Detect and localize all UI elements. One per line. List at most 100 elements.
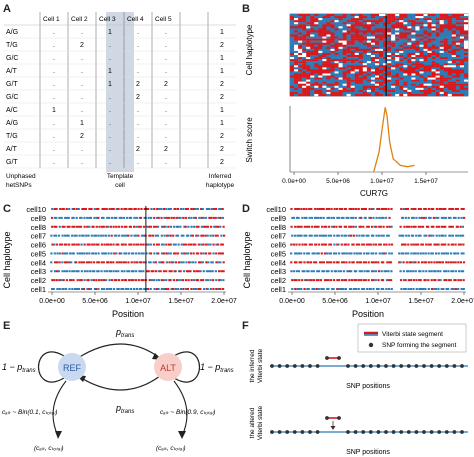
heatmap-cell <box>354 71 359 74</box>
heatmap-cell <box>334 30 339 33</box>
snp-label: A/G <box>6 29 18 36</box>
snp-point <box>429 430 434 434</box>
heatmap-cell <box>387 38 392 41</box>
heatmap-cell <box>455 50 461 54</box>
snp-dot <box>185 270 189 273</box>
snp-dot <box>461 225 465 228</box>
heatmap-cell <box>399 40 404 43</box>
snp-dot <box>326 216 329 219</box>
snp-dot <box>341 252 344 255</box>
heatmap-cell <box>451 61 457 64</box>
heatmap-cell <box>411 87 416 91</box>
snp-dot <box>449 216 452 219</box>
heatmap-cell <box>407 81 412 84</box>
heatmap-cell <box>350 69 355 72</box>
snp-dot <box>117 270 120 273</box>
heatmap-cell <box>387 48 392 52</box>
snp-label: T/G <box>6 133 18 140</box>
heatmap-cell <box>395 65 400 68</box>
heatmap-cell <box>443 26 448 29</box>
snp-dot <box>60 243 64 246</box>
snp-dot <box>454 261 457 264</box>
snp-dot <box>105 208 108 210</box>
snp-dot <box>179 216 182 219</box>
heatmap-cell <box>383 24 388 27</box>
heatmap-cell <box>379 63 384 66</box>
heatmap-cell <box>415 52 420 56</box>
heatmap-cell <box>290 61 295 64</box>
heatmap-cell <box>358 71 364 74</box>
snp-dot <box>166 234 169 237</box>
heatmap-cell <box>395 89 400 93</box>
heatmap-cell <box>346 40 351 43</box>
heatmap-cell <box>338 55 343 58</box>
snp-dot <box>187 243 190 246</box>
snp-dot <box>142 261 145 264</box>
heatmap-cell <box>383 77 388 80</box>
heatmap-cell <box>290 57 295 60</box>
snp-dot <box>215 243 218 246</box>
column-header: Cell 2 <box>71 16 88 23</box>
snp-dot <box>421 225 425 228</box>
heatmap-cell <box>451 67 457 70</box>
heatmap-cell <box>431 83 436 86</box>
snp-dot <box>100 243 104 246</box>
snp-dot <box>86 216 89 219</box>
snp-dot <box>156 234 160 237</box>
snp-dot <box>438 208 441 210</box>
heatmap-cell <box>379 28 384 31</box>
snp-dot <box>207 270 211 273</box>
heatmap-cell <box>403 65 408 68</box>
heatmap-cell <box>322 71 327 74</box>
snp-dot <box>325 261 329 264</box>
heatmap-cell <box>407 85 412 88</box>
heatmap-cell <box>326 16 331 19</box>
heatmap-cell <box>374 44 380 47</box>
heatmap-cell <box>391 46 396 50</box>
heatmap-cell <box>447 50 453 54</box>
snp-dot <box>317 288 320 290</box>
footer-inferred: Inferred <box>209 173 232 180</box>
heatmap-cell <box>322 18 327 21</box>
heatmap-cell <box>354 36 359 39</box>
heatmap-cell <box>415 89 420 93</box>
heatmap-cell <box>318 93 323 97</box>
heatmap-cell <box>374 75 380 78</box>
heatmap-cell <box>362 34 368 37</box>
heatmap-cell <box>358 26 364 29</box>
haplotype-dots <box>50 208 226 290</box>
snp-dot <box>424 279 427 282</box>
panel-f-top-ylabel-2: Viterbi state <box>257 349 264 384</box>
snp-dot <box>422 252 425 255</box>
snp-dot <box>417 234 420 237</box>
snp-dot <box>457 279 460 282</box>
snp-dot <box>115 261 118 264</box>
heatmap-cell <box>383 71 388 74</box>
snp-dot <box>442 208 445 210</box>
heatmap-cell <box>314 36 319 39</box>
snp-dot <box>120 252 123 255</box>
panel-c-ylabel: Cell haplotype <box>2 231 12 288</box>
heatmap-cell <box>451 28 457 31</box>
heatmap-cell <box>338 46 343 50</box>
heatmap-cell <box>374 67 380 70</box>
snp-dot <box>381 288 385 290</box>
heatmap-cell <box>306 34 311 37</box>
snp-point <box>414 364 419 368</box>
heatmap-cell <box>407 42 412 45</box>
snp-dot <box>157 279 161 282</box>
heatmap-cell <box>346 32 351 35</box>
heatmap-cell <box>399 89 404 93</box>
heatmap-cell <box>387 61 392 64</box>
heatmap-cell <box>395 22 400 25</box>
heatmap-cell <box>318 55 323 58</box>
heatmap-cell <box>419 34 424 37</box>
one-minus-ptrans-right: 1 − ptrans <box>200 362 234 374</box>
snp-dot <box>106 216 109 219</box>
snp-dot <box>388 252 391 255</box>
snp-dot <box>311 225 314 228</box>
snp-dot <box>150 279 153 282</box>
heatmap-cell <box>415 20 420 23</box>
snp-dot <box>182 208 185 210</box>
panel-f-top-xlabel: SNP positions <box>346 383 390 390</box>
